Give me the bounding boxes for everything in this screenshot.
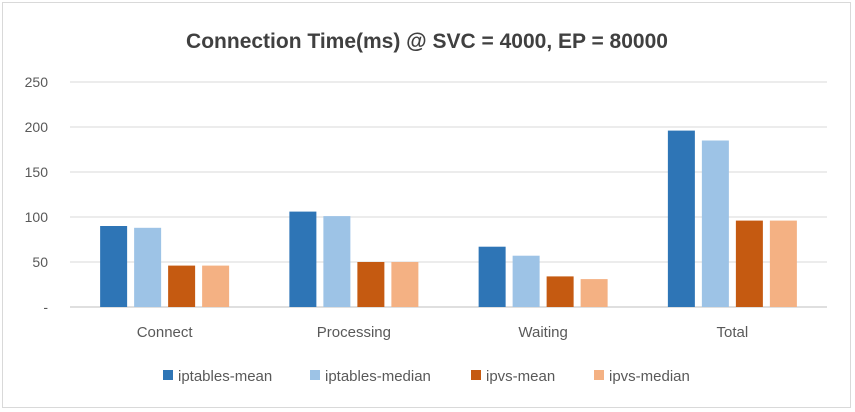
bar-iptables-mean-processing <box>289 211 317 307</box>
x-category-label: Total <box>717 324 749 341</box>
gridlines <box>70 81 827 308</box>
bar-ipvs-median-connect <box>202 265 230 307</box>
legend-swatch-ipvs-mean <box>471 370 481 380</box>
bar-iptables-median-waiting <box>512 255 540 307</box>
bar-ipvs-mean-connect <box>168 265 196 307</box>
bar-ipvs-mean-processing <box>357 262 385 307</box>
y-tick-label: 100 <box>25 209 49 225</box>
chart-title: Connection Time(ms) @ SVC = 4000, EP = 8… <box>186 30 668 53</box>
bar-ipvs-median-processing <box>391 262 419 307</box>
x-category-label: Waiting <box>518 324 567 341</box>
bar-ipvs-median-waiting <box>580 279 608 307</box>
y-tick-label: 250 <box>25 74 49 90</box>
y-tick-label: 50 <box>32 254 48 270</box>
bar-ipvs-median-total <box>769 220 797 307</box>
legend-swatch-iptables-median <box>310 370 320 380</box>
bar-iptables-median-connect <box>134 227 162 307</box>
legend-label-iptables-median: iptables-median <box>325 368 431 385</box>
legend-swatch-ipvs-median <box>594 370 604 380</box>
legend-label-iptables-mean: iptables-mean <box>178 368 272 385</box>
y-tick-label: 150 <box>25 164 49 180</box>
y-tick-label: 200 <box>25 119 49 135</box>
bar-iptables-median-total <box>701 140 729 307</box>
x-category-label: Processing <box>317 324 391 341</box>
bar-ipvs-mean-waiting <box>546 276 574 307</box>
bar-iptables-median-processing <box>323 216 351 307</box>
legend: iptables-mean iptables-median ipvs-mean ipv… <box>163 368 690 385</box>
y-axis-ticks: - 50 100 150 200 250 <box>25 74 49 315</box>
bars <box>100 130 797 307</box>
x-axis-categories: Connect Processing Waiting Total <box>137 324 749 341</box>
bar-iptables-mean-connect <box>100 226 128 307</box>
legend-label-ipvs-mean: ipvs-mean <box>486 368 555 385</box>
bar-iptables-mean-total <box>667 130 695 307</box>
legend-label-ipvs-median: ipvs-median <box>609 368 690 385</box>
bar-ipvs-mean-total <box>735 220 763 307</box>
y-tick-label: - <box>43 299 48 315</box>
bar-iptables-mean-waiting <box>478 246 506 307</box>
x-category-label: Connect <box>137 324 194 341</box>
legend-swatch-iptables-mean <box>163 370 173 380</box>
